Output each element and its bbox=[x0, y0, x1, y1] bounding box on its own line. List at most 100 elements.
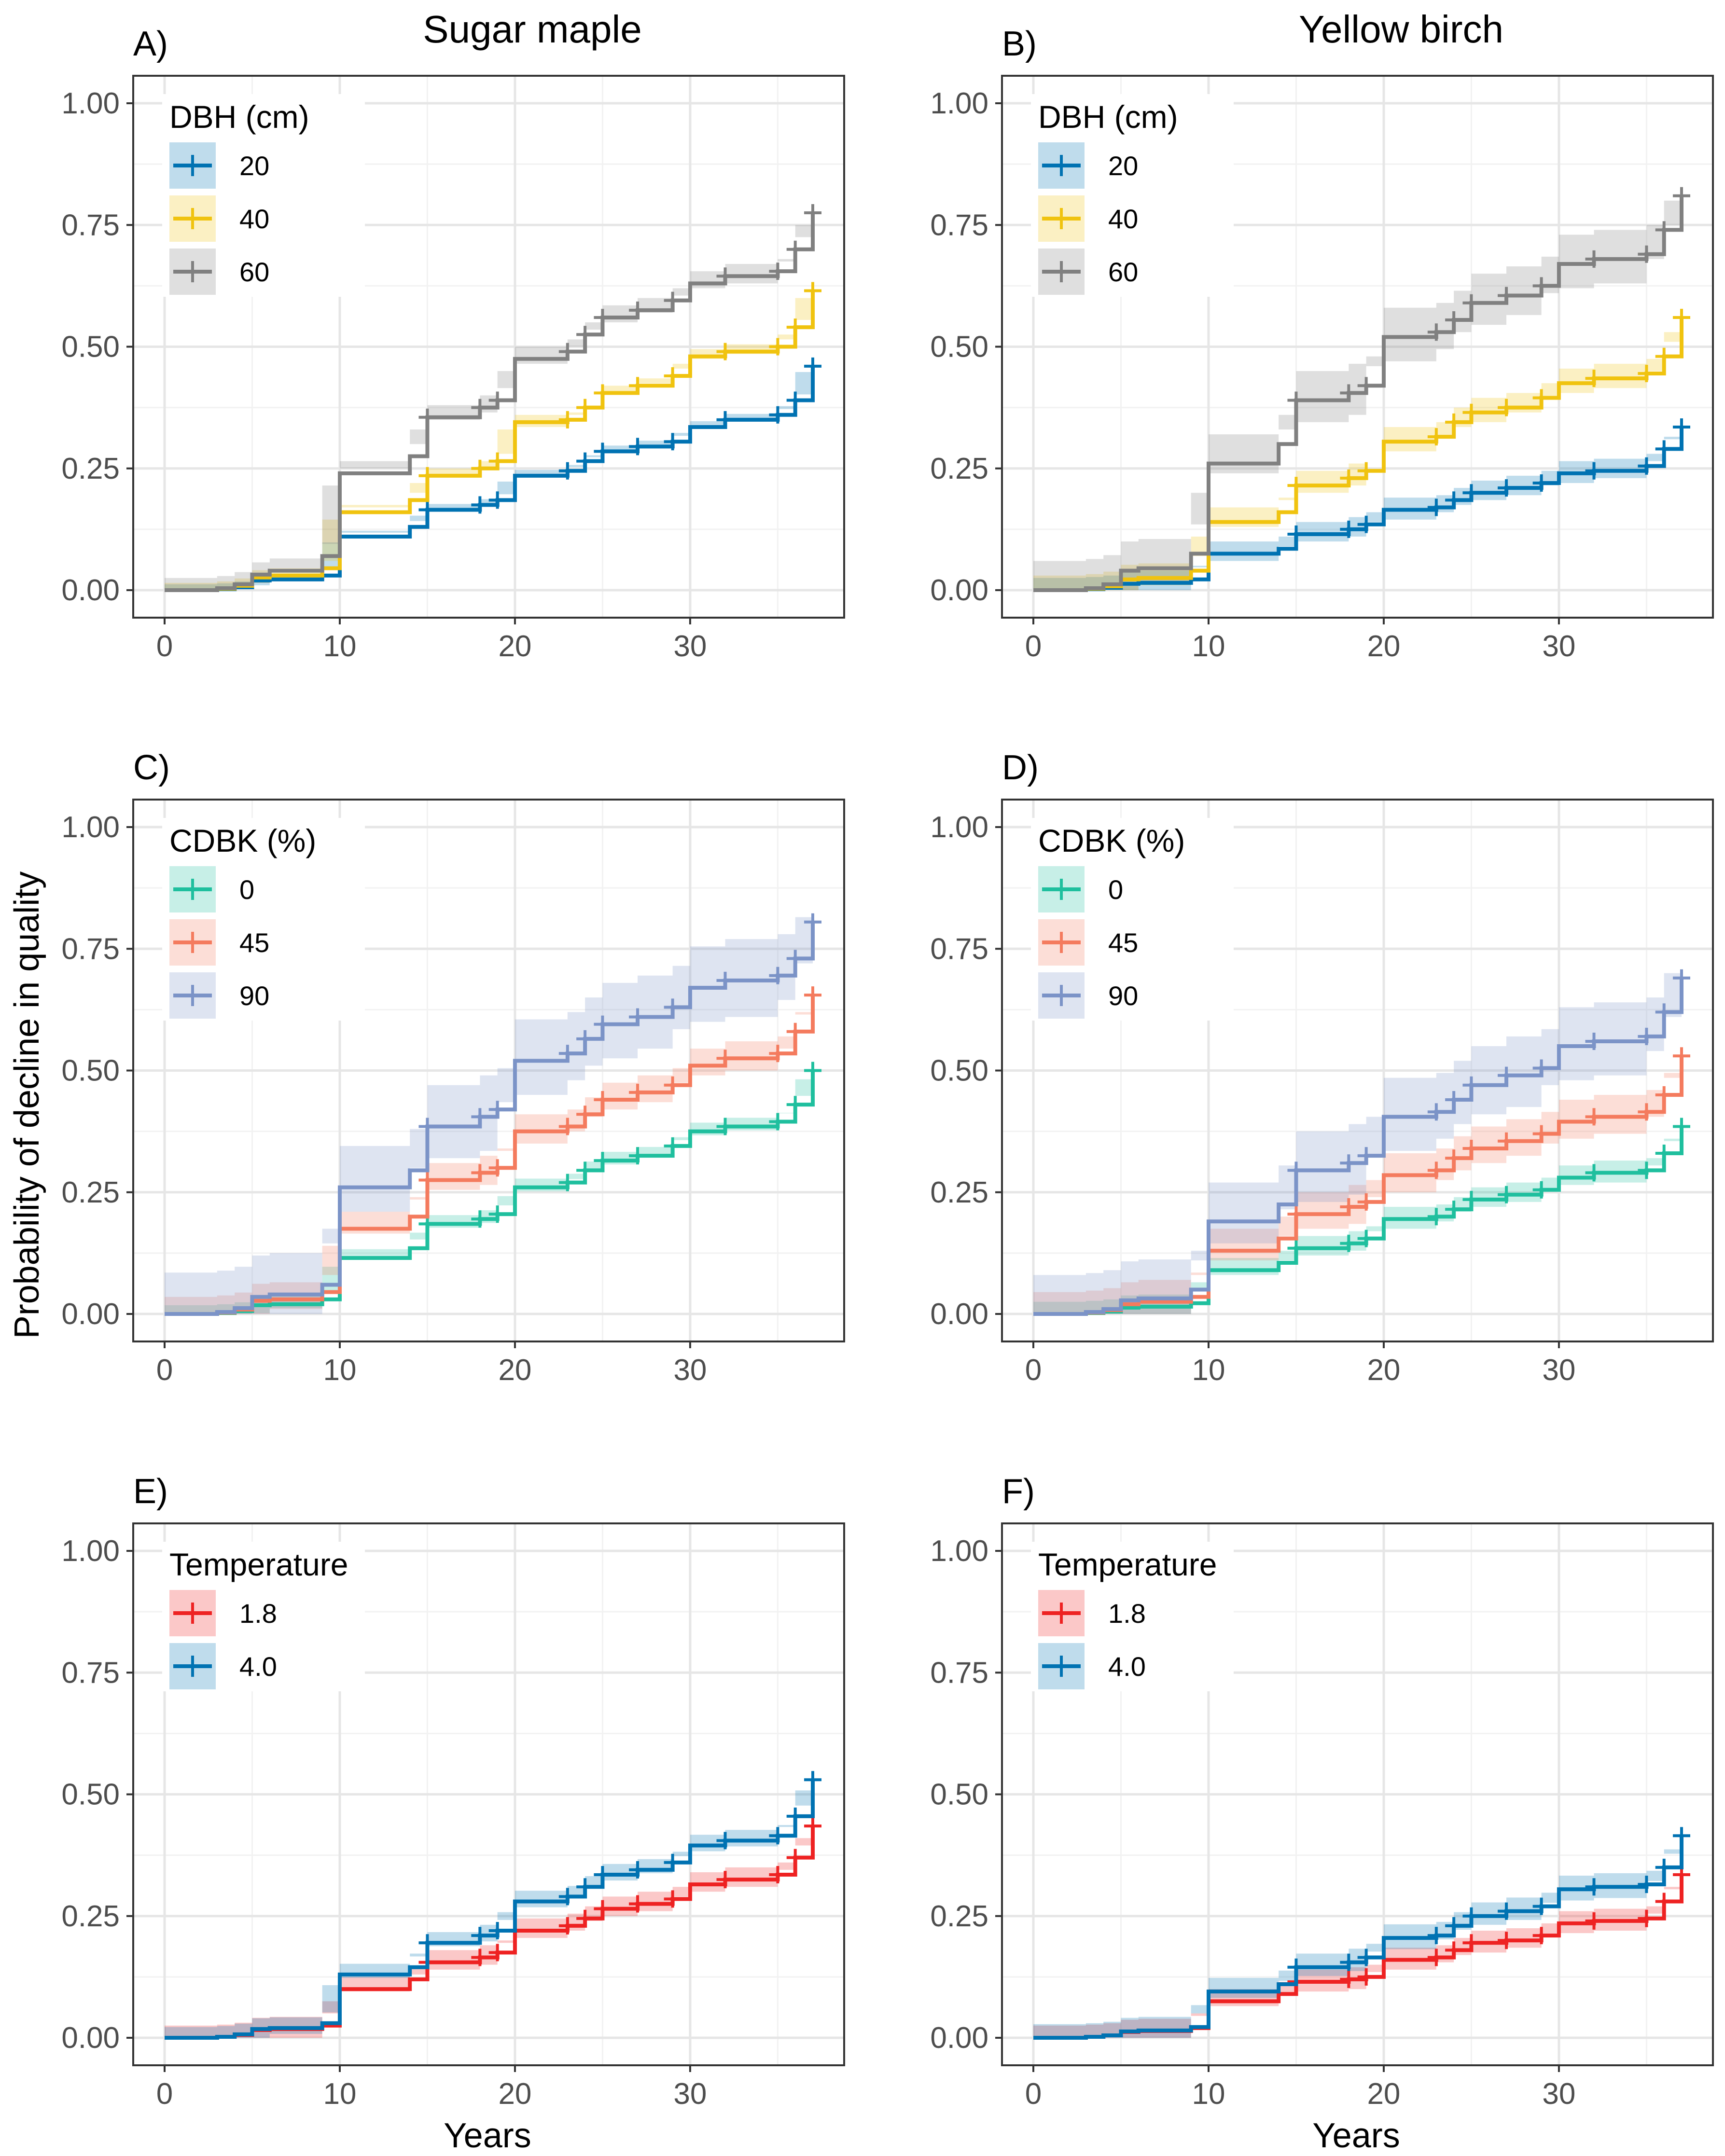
y-tick-label: 0.50 bbox=[61, 1778, 120, 1811]
x-tick-label: 20 bbox=[1367, 1354, 1400, 1387]
legend-label-60: 60 bbox=[1108, 257, 1138, 287]
x-tick-label: 10 bbox=[323, 2077, 356, 2111]
legend: CDBK (%) 0 45 90 bbox=[1031, 818, 1234, 1021]
x-tick-label: 0 bbox=[156, 1354, 173, 1387]
x-tick-label: 30 bbox=[1542, 630, 1575, 663]
plot-border bbox=[132, 75, 845, 619]
legend-background bbox=[162, 94, 365, 297]
y-tick-label: 0.00 bbox=[61, 1298, 120, 1331]
y-tick-label: 0.50 bbox=[61, 1054, 120, 1088]
legend-label-40: 40 bbox=[239, 204, 269, 234]
panel-label-b: B) bbox=[1002, 25, 1037, 63]
panel-c: 0 10 20 30 0.00 0.25 0.50 0.75 1.00 CDBK (%) 0 45 90… bbox=[61, 748, 845, 1387]
x-tick-label: 20 bbox=[498, 1354, 531, 1387]
x-axis-label-right: Years bbox=[1312, 2116, 1400, 2155]
legend-label-20: 20 bbox=[1108, 151, 1138, 181]
plot-border bbox=[1001, 75, 1714, 619]
legend: DBH (cm) 20 40 60 bbox=[1031, 94, 1234, 297]
y-tick-label: 0.50 bbox=[930, 1778, 988, 1811]
y-tick-label: 1.00 bbox=[930, 87, 988, 120]
legend: CDBK (%) 0 45 90 bbox=[162, 818, 365, 1021]
x-tick-label: 10 bbox=[1192, 630, 1225, 663]
chart-panels: 0 10 20 30 0.00 0.25 0.50 0.75 1.00 DBH (cm) 20 40 6… bbox=[61, 25, 1714, 2111]
y-tick-label: 1.00 bbox=[930, 811, 988, 844]
x-tick-label: 20 bbox=[1367, 630, 1400, 663]
x-tick-label: 20 bbox=[498, 2077, 531, 2111]
panel-label-c: C) bbox=[133, 748, 170, 787]
legend-title: CDBK (%) bbox=[1038, 823, 1185, 858]
legend-title: Temperature bbox=[169, 1547, 348, 1582]
x-tick-label: 30 bbox=[1542, 2077, 1575, 2111]
legend-label-4.0: 4.0 bbox=[239, 1651, 277, 1682]
legend-background bbox=[1031, 94, 1234, 297]
x-tick-label: 10 bbox=[1192, 2077, 1225, 2111]
x-tick-label: 0 bbox=[1025, 2077, 1042, 2111]
x-axis-label-left: Years bbox=[444, 2116, 531, 2155]
legend: Temperature 1.8 4.0 bbox=[1031, 1542, 1234, 1691]
plot-border bbox=[1001, 799, 1714, 1342]
ci-band-90 bbox=[165, 880, 813, 1314]
legend-label-45: 45 bbox=[1108, 927, 1138, 958]
y-tick-label: 1.00 bbox=[61, 87, 120, 120]
panel-e: 0 10 20 30 0.00 0.25 0.50 0.75 1.00 Temperature 1.… bbox=[61, 1472, 845, 2111]
legend-label-0: 0 bbox=[1108, 874, 1123, 905]
x-tick-label: 10 bbox=[323, 630, 356, 663]
legend: Temperature 1.8 4.0 bbox=[162, 1542, 365, 1691]
y-tick-label: 0.50 bbox=[930, 1054, 988, 1088]
x-tick-label: 0 bbox=[156, 2077, 173, 2111]
panel-f: 0 10 20 30 0.00 0.25 0.50 0.75 1.00 Temperature 1.… bbox=[930, 1472, 1714, 2111]
legend-background bbox=[162, 818, 365, 1021]
y-tick-label: 0.75 bbox=[61, 208, 120, 242]
y-tick-label: 0.75 bbox=[930, 932, 988, 966]
legend-label-1.8: 1.8 bbox=[239, 1598, 277, 1629]
y-tick-label: 0.50 bbox=[930, 331, 988, 364]
panel-label-e: E) bbox=[133, 1472, 168, 1511]
shared-y-axis-label: Probability of decline in quality bbox=[8, 871, 46, 1339]
x-tick-label: 0 bbox=[156, 630, 173, 663]
y-tick-label: 0.75 bbox=[61, 932, 120, 966]
legend-label-45: 45 bbox=[239, 927, 269, 958]
y-tick-label: 0.25 bbox=[930, 1900, 988, 1933]
ci-band-60 bbox=[165, 200, 813, 590]
panel-b: 0 10 20 30 0.00 0.25 0.50 0.75 1.00 DBH (cm) 20 40 6… bbox=[930, 25, 1714, 663]
y-tick-label: 0.25 bbox=[930, 452, 988, 485]
panel-label-f: F) bbox=[1002, 1472, 1035, 1511]
legend-label-1.8: 1.8 bbox=[1108, 1598, 1146, 1629]
legend-background bbox=[1031, 818, 1234, 1021]
y-tick-label: 1.00 bbox=[61, 811, 120, 844]
legend-label-0: 0 bbox=[239, 874, 254, 905]
x-tick-label: 10 bbox=[1192, 1354, 1225, 1387]
legend-label-4.0: 4.0 bbox=[1108, 1651, 1146, 1682]
y-tick-label: 0.75 bbox=[930, 208, 988, 242]
panel-a: 0 10 20 30 0.00 0.25 0.50 0.75 1.00 DBH (cm) 20 40 6… bbox=[61, 25, 845, 663]
legend-label-40: 40 bbox=[1108, 204, 1138, 234]
legend-label-90: 90 bbox=[239, 981, 269, 1011]
legend-label-90: 90 bbox=[1108, 981, 1138, 1011]
legend-title: CDBK (%) bbox=[169, 823, 316, 858]
legend-label-20: 20 bbox=[239, 151, 269, 181]
ci-band-60 bbox=[1033, 166, 1682, 590]
ci-band-90 bbox=[1033, 939, 1682, 1314]
column-title-yellow-birch: Yellow birch bbox=[1299, 8, 1503, 51]
y-tick-label: 1.00 bbox=[61, 1534, 120, 1568]
y-tick-label: 0.75 bbox=[930, 1656, 988, 1689]
panel-label-d: D) bbox=[1002, 748, 1039, 787]
x-tick-label: 0 bbox=[1025, 630, 1042, 663]
y-tick-label: 0.00 bbox=[930, 1298, 988, 1331]
x-tick-label: 10 bbox=[323, 1354, 356, 1387]
panel-d: 0 10 20 30 0.00 0.25 0.50 0.75 1.00 CDBK (%) 0 45 90… bbox=[930, 748, 1714, 1387]
plot-border bbox=[132, 799, 845, 1342]
y-tick-label: 0.50 bbox=[61, 331, 120, 364]
y-tick-label: 0.25 bbox=[930, 1176, 988, 1209]
legend-label-60: 60 bbox=[239, 257, 269, 287]
legend-title: DBH (cm) bbox=[1038, 99, 1178, 135]
legend-title: DBH (cm) bbox=[169, 99, 309, 135]
x-tick-label: 30 bbox=[673, 1354, 707, 1387]
panel-label-a: A) bbox=[133, 25, 168, 63]
y-tick-label: 0.00 bbox=[61, 2021, 120, 2055]
legend-title: Temperature bbox=[1038, 1547, 1217, 1582]
y-tick-label: 0.00 bbox=[930, 574, 988, 607]
y-tick-label: 0.75 bbox=[61, 1656, 120, 1689]
y-tick-label: 0.25 bbox=[61, 1176, 120, 1209]
